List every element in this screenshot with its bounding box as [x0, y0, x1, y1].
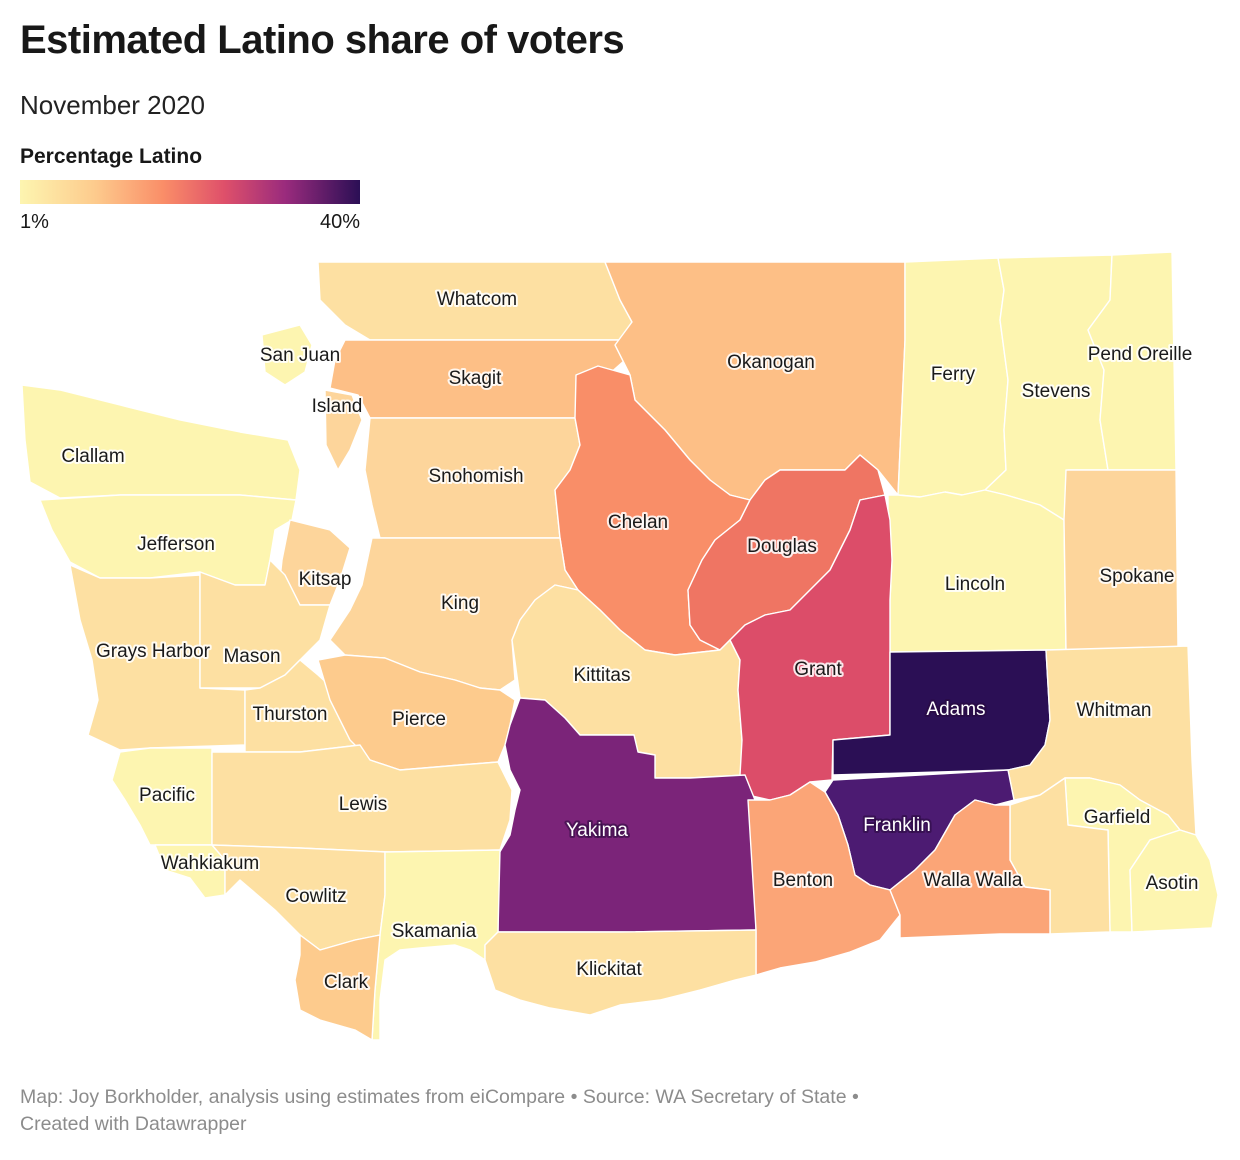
footer-credits: Map: Joy Borkholder, analysis using esti…	[20, 1084, 1020, 1138]
county-island[interactable]	[324, 389, 363, 471]
label-pierce: Pierce	[392, 709, 446, 730]
label-island: Island	[312, 396, 363, 417]
label-snohomish: Snohomish	[428, 466, 523, 487]
label-klickitat: Klickitat	[576, 959, 642, 980]
label-douglas: Douglas	[747, 536, 817, 557]
label-pacific: Pacific	[139, 785, 195, 806]
footer-line-2: Created with Datawrapper	[20, 1113, 247, 1135]
label-skagit: Skagit	[449, 368, 503, 389]
label-clark: Clark	[324, 972, 369, 993]
label-kitsap: Kitsap	[299, 569, 352, 590]
label-pend-oreille: Pend Oreille	[1088, 344, 1193, 365]
label-ferry: Ferry	[931, 364, 976, 385]
legend-min-label: 1%	[20, 211, 49, 233]
county-asotin[interactable]	[1129, 829, 1219, 933]
chart-subtitle: November 2020	[20, 90, 205, 120]
county-clark[interactable]	[294, 934, 381, 1041]
label-whitman: Whitman	[1077, 700, 1152, 721]
label-spokane: Spokane	[1099, 566, 1174, 587]
county-skamania[interactable]	[371, 849, 501, 1041]
label-jefferson: Jefferson	[137, 534, 215, 555]
county-spokane[interactable]	[1063, 469, 1179, 651]
label-stevens: Stevens	[1022, 381, 1091, 402]
label-skamania: Skamania	[392, 921, 477, 942]
label-grays-harbor: Grays Harbor	[96, 641, 211, 662]
label-grant: Grant	[794, 659, 842, 680]
county-klickitat[interactable]	[484, 929, 757, 1016]
label-san-juan: San Juan	[260, 345, 340, 366]
county-walla-walla[interactable]	[889, 799, 1051, 939]
label-garfield: Garfield	[1084, 807, 1151, 828]
label-cowlitz: Cowlitz	[285, 886, 346, 907]
label-mason: Mason	[223, 646, 280, 667]
legend-max-label: 40%	[319, 211, 360, 233]
label-king: King	[441, 593, 479, 614]
label-chelan: Chelan	[608, 512, 668, 533]
county-grays-harbor[interactable]	[69, 564, 246, 751]
chart-title: Estimated Latino share of voters	[20, 18, 625, 62]
label-thurston: Thurston	[253, 704, 328, 725]
legend-color-scale	[20, 180, 360, 204]
label-yakima: Yakima	[566, 820, 628, 841]
label-adams: Adams	[926, 699, 985, 720]
county-san-juan[interactable]	[261, 324, 313, 386]
label-franklin: Franklin	[863, 815, 931, 836]
label-asotin: Asotin	[1146, 873, 1199, 894]
label-lewis: Lewis	[339, 794, 388, 815]
county-labels: Whatcom San Juan Skagit Island Okanogan …	[59, 287, 1200, 995]
footer-line-1: Map: Joy Borkholder, analysis using esti…	[20, 1086, 859, 1108]
county-pend-oreille[interactable]	[1087, 251, 1177, 471]
county-pacific[interactable]	[111, 747, 213, 846]
label-clallam: Clallam	[61, 446, 124, 467]
label-lincoln: Lincoln	[945, 574, 1005, 595]
legend-title: Percentage Latino	[20, 145, 203, 168]
label-benton: Benton	[773, 870, 833, 891]
label-okanogan: Okanogan	[727, 352, 815, 373]
label-kittitas: Kittitas	[573, 665, 630, 686]
label-whatcom: Whatcom	[437, 289, 517, 310]
county-clallam[interactable]	[21, 384, 301, 501]
label-wahkiakum: Wahkiakum	[161, 853, 260, 874]
county-benton[interactable]	[747, 781, 901, 976]
label-walla-walla: Walla Walla	[924, 870, 1023, 891]
county-lincoln[interactable]	[887, 489, 1067, 653]
